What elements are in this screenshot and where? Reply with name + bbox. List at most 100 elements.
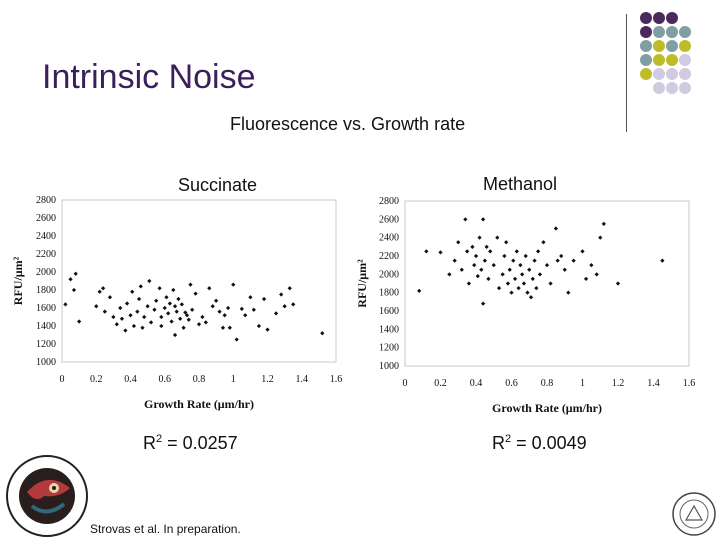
data-point [111,314,116,320]
y-tick-label: 1400 [379,324,399,335]
data-point [225,305,231,311]
decor-dot [666,40,678,52]
data-point [210,304,215,309]
slide-title: Intrinsic Noise [42,58,256,96]
x-tick-label: 1 [580,378,585,389]
data-point [473,253,479,259]
data-point [196,322,202,327]
decor-dot [666,82,678,94]
data-point [220,325,226,330]
data-point [287,286,292,291]
y-axis-label: RFU/μm² [355,259,369,308]
data-point [589,263,594,268]
data-point [417,288,422,293]
plot-frame [404,200,690,367]
data-point [207,286,212,291]
x-tick-label: 1.4 [296,374,309,385]
data-point [152,307,157,312]
data-point [186,317,191,322]
data-point [523,253,528,259]
data-point [480,217,486,222]
x-tick-label: 0.8 [193,374,206,385]
data-point [486,276,491,282]
methanol-scatter-chart: 1000 1200 1400 1600 1800 2000 2200 2400 2600 2800… [355,196,695,415]
data-point [138,284,143,289]
wilderness-logo-icon [6,455,88,537]
data-point [181,325,186,330]
data-point [164,295,169,300]
succinate-scatter-chart: 1000 1200 1400 1600 1800 2000 2200 2400 2600 2800… [11,195,342,411]
data-point [482,258,487,263]
data-point [97,289,102,294]
methanol-r2: R2 = 0.0049 [492,433,587,454]
decor-dot [666,68,678,80]
data-point [71,287,77,293]
y-tick-label: 1000 [36,357,56,368]
data-point [145,304,150,309]
y-tick-label: 1800 [379,288,399,299]
data-point [456,240,461,245]
data-point [136,296,142,302]
x-tick-label: 0.6 [159,374,172,385]
data-point [176,296,181,302]
data-point [214,298,219,303]
data-point [159,314,164,320]
data-point [178,316,183,321]
data-point [172,304,178,309]
x-tick-label: 0.4 [470,378,483,389]
r2-value: = 0.0257 [162,433,238,453]
data-point [555,258,560,263]
data-point [541,240,546,245]
decor-dot [640,54,652,66]
data-point [159,323,164,329]
data-point [279,292,284,297]
data-point [601,221,606,227]
decor-dot [679,82,691,94]
slide-subtitle: Fluorescence vs. Growth rate [230,114,466,134]
data-point [174,309,179,314]
data-point [217,309,222,314]
data-point [140,325,145,330]
data-point [179,302,184,307]
y-tick-label: 2400 [36,231,56,242]
data-point [532,258,537,263]
x-tick-label: 1.6 [330,374,343,385]
data-point [512,276,518,282]
data-point [521,281,527,286]
data-point [248,295,253,300]
data-point [265,327,270,332]
x-tick-label: 0.4 [124,374,137,385]
plot-frame [61,199,337,363]
y-tick-label: 2800 [36,195,56,206]
data-point [504,240,509,245]
decor-dot [679,68,691,80]
x-axis-label: Growth Rate (μm/hr) [492,401,602,415]
data-point [447,272,452,277]
data-point [598,235,603,240]
decor-dot [653,12,665,24]
decor-dot [653,54,665,66]
r2-exponent: 2 [505,433,512,445]
data-point [505,281,511,286]
data-point [94,304,99,309]
data-point [566,290,571,295]
data-point [615,281,621,286]
decor-dot [666,12,678,24]
data-point [142,314,147,320]
r2-label: R [143,433,156,453]
data-point [73,271,78,276]
data-point [171,287,176,293]
data-point [511,258,516,263]
data-point [261,296,267,302]
r2-exponent: 2 [156,433,163,445]
methanol-chart-title: Methanol [483,174,558,194]
data-point [465,249,470,254]
data-point [518,263,523,268]
data-point [162,305,167,311]
data-point [203,320,208,325]
data-point [495,235,500,240]
y-tick-label: 1400 [36,321,56,332]
data-point [169,319,174,324]
decor-dot [679,26,691,38]
data-point [544,263,550,268]
